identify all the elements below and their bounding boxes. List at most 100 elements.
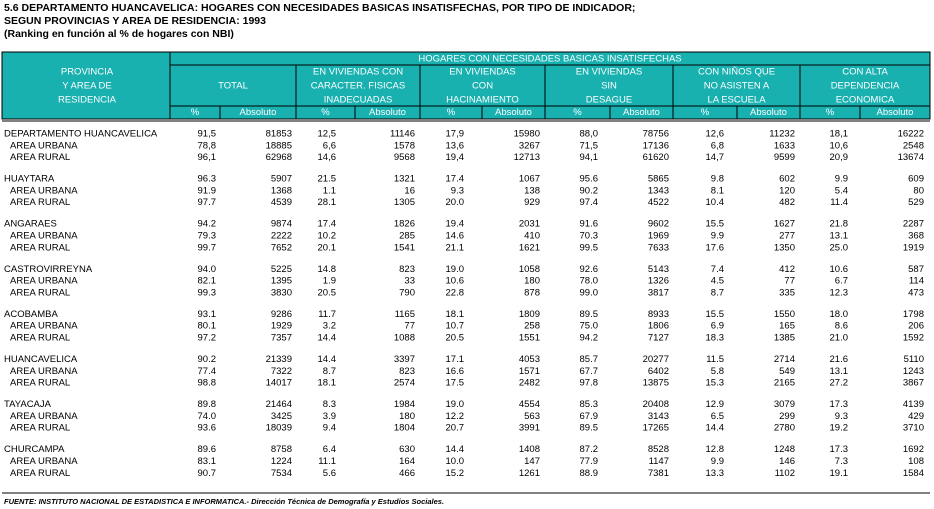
sub-header: Absoluto bbox=[369, 107, 406, 118]
cell: 3143 bbox=[648, 411, 669, 422]
cell: 1578 bbox=[394, 140, 415, 151]
cell: 77.4 bbox=[198, 366, 217, 377]
group-header: CARACTER. FISICAS bbox=[311, 81, 406, 92]
row-label: AREA URBANA bbox=[10, 276, 78, 287]
cell: 1592 bbox=[903, 333, 924, 344]
cell: 1984 bbox=[394, 399, 415, 410]
cell: 20.0 bbox=[446, 197, 465, 208]
cell: 6.7 bbox=[835, 276, 848, 287]
cell: 80 bbox=[913, 185, 924, 196]
cell: 18.0 bbox=[830, 309, 849, 320]
cell: 19.1 bbox=[830, 468, 849, 479]
cell: 1261 bbox=[519, 468, 540, 479]
row-label: ACOBAMBA bbox=[4, 309, 59, 320]
sub-header: % bbox=[826, 107, 835, 118]
cell: 180 bbox=[524, 276, 540, 287]
cell: 2222 bbox=[271, 231, 292, 242]
cell: 929 bbox=[524, 197, 540, 208]
sub-header: Absoluto bbox=[240, 107, 277, 118]
sub-header: % bbox=[191, 107, 200, 118]
cell: 17.1 bbox=[446, 354, 465, 365]
cell: 429 bbox=[908, 411, 924, 422]
group-header: CON ALTA bbox=[842, 67, 888, 78]
cell: 7652 bbox=[271, 242, 292, 253]
cell: 62968 bbox=[266, 152, 292, 163]
cell: 299 bbox=[779, 411, 795, 422]
cell: 1.1 bbox=[323, 185, 336, 196]
cell: 5143 bbox=[648, 264, 669, 275]
cell: 1248 bbox=[774, 444, 795, 455]
cell: 99.5 bbox=[580, 242, 599, 253]
cell: 89.8 bbox=[198, 399, 217, 410]
cell: 3991 bbox=[519, 423, 540, 434]
group-header: LA ESCUELA bbox=[707, 95, 766, 106]
cell: 78,8 bbox=[198, 140, 217, 151]
cell: 1343 bbox=[648, 185, 669, 196]
cell: 13.3 bbox=[706, 468, 725, 479]
cell: 15.5 bbox=[706, 219, 725, 230]
cell: 17136 bbox=[643, 140, 669, 151]
cell: 1584 bbox=[903, 468, 924, 479]
group-header: NO ASISTEN A bbox=[704, 81, 770, 92]
cell: 602 bbox=[779, 174, 795, 185]
cell: 79.3 bbox=[198, 231, 217, 242]
cell: 563 bbox=[524, 411, 540, 422]
cell: 549 bbox=[779, 366, 795, 377]
cell: 3.9 bbox=[323, 411, 336, 422]
cell: 90.2 bbox=[580, 185, 599, 196]
cell: 22.8 bbox=[446, 287, 465, 298]
cell: 12.3 bbox=[830, 287, 849, 298]
cell: 71,5 bbox=[580, 140, 599, 151]
cell: 9.3 bbox=[451, 185, 464, 196]
cell: 410 bbox=[524, 231, 540, 242]
cell: 7322 bbox=[271, 366, 292, 377]
cell: 85.7 bbox=[580, 354, 599, 365]
cell: 9.9 bbox=[835, 174, 848, 185]
row-label: AREA URBANA bbox=[10, 456, 78, 467]
cell: 82.1 bbox=[198, 276, 217, 287]
cell: 3.2 bbox=[323, 321, 336, 332]
cell: 90.2 bbox=[198, 354, 217, 365]
cell: 12,5 bbox=[318, 129, 337, 140]
sub-header: % bbox=[573, 107, 582, 118]
cell: 878 bbox=[524, 287, 540, 298]
cell: 21.8 bbox=[830, 219, 849, 230]
cell: 1929 bbox=[271, 321, 292, 332]
cell: 99.0 bbox=[580, 287, 599, 298]
cell: 15.3 bbox=[706, 378, 725, 389]
cell: 6,8 bbox=[711, 140, 724, 151]
header-background bbox=[1, 51, 931, 120]
footer: FUENTE: INSTITUTO NACIONAL DE ESTADISTIC… bbox=[4, 497, 444, 506]
cell: 1627 bbox=[774, 219, 795, 230]
cell: 1541 bbox=[394, 242, 415, 253]
cell: 473 bbox=[908, 287, 924, 298]
row-label: AREA URBANA bbox=[10, 411, 78, 422]
cell: 1395 bbox=[271, 276, 292, 287]
cell: 4.5 bbox=[711, 276, 724, 287]
row-label: HUAYTARA bbox=[4, 174, 55, 185]
cell: 9599 bbox=[774, 152, 795, 163]
cell: 1350 bbox=[774, 242, 795, 253]
stub-header: RESIDENCIA bbox=[58, 95, 117, 106]
cell: 180 bbox=[399, 411, 415, 422]
cell: 164 bbox=[399, 456, 415, 467]
cell: 2574 bbox=[394, 378, 415, 389]
cell: 81853 bbox=[266, 129, 292, 140]
cell: 2482 bbox=[519, 378, 540, 389]
cell: 17.3 bbox=[830, 399, 849, 410]
cell: 1.9 bbox=[323, 276, 336, 287]
cell: 18885 bbox=[266, 140, 292, 151]
cell: 18039 bbox=[266, 423, 292, 434]
group-header: EN VIVIENDAS CON bbox=[313, 67, 403, 78]
cell: 277 bbox=[779, 231, 795, 242]
cell: 412 bbox=[779, 264, 795, 275]
cell: 85.3 bbox=[580, 399, 599, 410]
cell: 9602 bbox=[648, 219, 669, 230]
cell: 89.5 bbox=[580, 309, 599, 320]
cell: 78.0 bbox=[580, 276, 599, 287]
cell: 1224 bbox=[271, 456, 292, 467]
cell: 2780 bbox=[774, 423, 795, 434]
cell: 147 bbox=[524, 456, 540, 467]
cell: 97.8 bbox=[580, 378, 599, 389]
